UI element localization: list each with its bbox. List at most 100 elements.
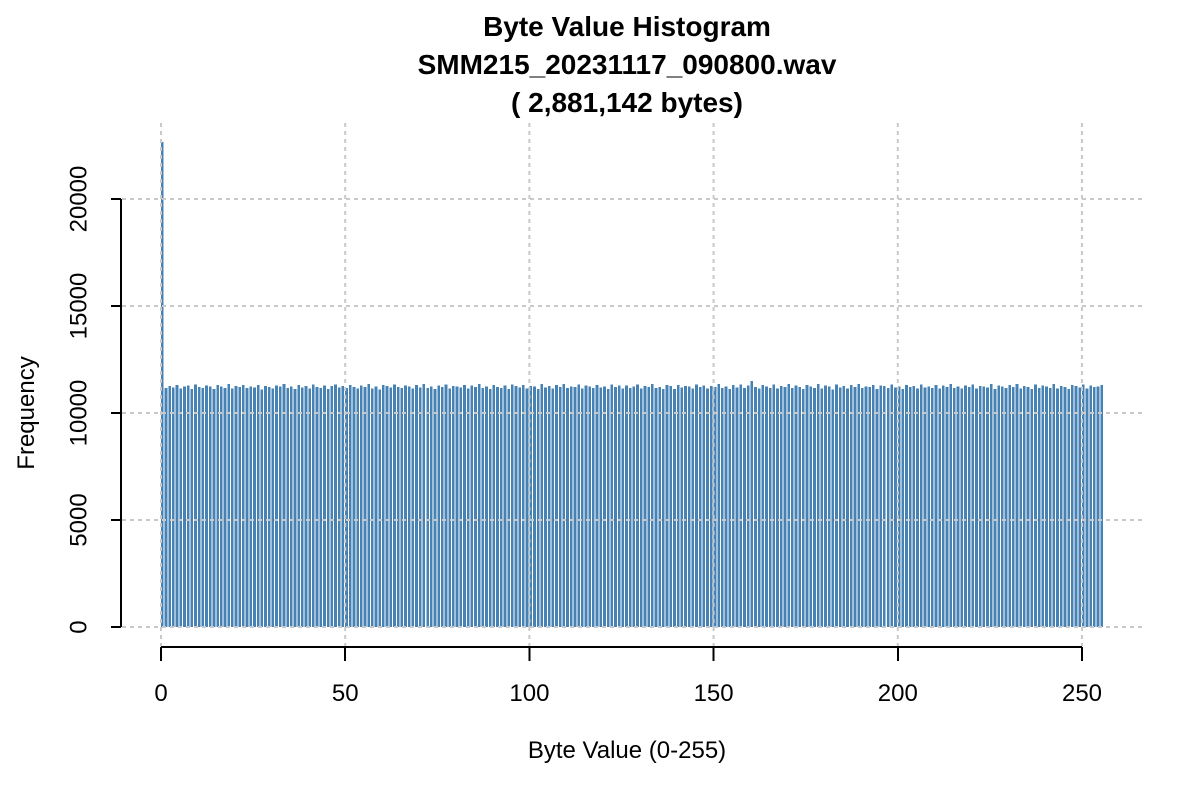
chart-title: Byte Value Histogram SMM215_20231117_090… bbox=[418, 8, 837, 122]
histogram-bar bbox=[208, 386, 212, 627]
histogram-bar bbox=[293, 388, 297, 627]
histogram-bar bbox=[282, 384, 286, 627]
histogram-bar bbox=[813, 387, 816, 627]
histogram-bar bbox=[971, 384, 975, 627]
histogram-bar bbox=[706, 388, 709, 627]
histogram-bar bbox=[816, 384, 820, 627]
histogram-bar bbox=[1000, 386, 1004, 627]
histogram-bar bbox=[448, 388, 452, 627]
histogram-bar bbox=[982, 386, 986, 627]
histogram-bar bbox=[463, 384, 466, 627]
histogram-bar bbox=[426, 387, 429, 627]
histogram-bar bbox=[393, 384, 396, 627]
histogram-bar bbox=[934, 384, 938, 627]
histogram-bar bbox=[1063, 386, 1067, 627]
histogram-bar bbox=[964, 385, 967, 627]
histogram-bar bbox=[717, 384, 720, 627]
histogram-bar bbox=[566, 388, 569, 627]
histogram-bar bbox=[875, 388, 879, 627]
histogram-bar bbox=[551, 388, 555, 627]
histogram-bar bbox=[223, 387, 227, 627]
histogram-bar bbox=[665, 385, 669, 627]
histogram-bar bbox=[890, 384, 894, 627]
histogram-bar bbox=[308, 388, 312, 627]
histogram-bar bbox=[304, 386, 308, 627]
histogram-bar bbox=[323, 385, 326, 627]
histogram-bar bbox=[256, 384, 260, 627]
histogram-bar bbox=[724, 386, 728, 627]
histogram-bar bbox=[216, 384, 219, 627]
axes bbox=[111, 198, 1083, 661]
histogram-bar bbox=[1015, 384, 1019, 627]
histogram-bar bbox=[894, 387, 897, 627]
histogram-bar bbox=[743, 388, 746, 627]
histogram-bar bbox=[1048, 387, 1052, 627]
histogram-bar bbox=[975, 388, 978, 627]
histogram-bar bbox=[452, 385, 455, 627]
histogram-bar bbox=[754, 387, 757, 627]
histogram-bar bbox=[352, 386, 356, 627]
histogram-bar bbox=[610, 384, 614, 627]
gridlines bbox=[122, 123, 1142, 646]
histogram-bar bbox=[603, 386, 606, 627]
histogram-bar bbox=[485, 386, 488, 627]
histogram-bar bbox=[632, 386, 636, 627]
histogram-bar bbox=[831, 389, 835, 627]
histogram-bar bbox=[864, 386, 868, 627]
x-tick-label: 0 bbox=[154, 680, 167, 707]
y-tick-label: 15000 bbox=[65, 273, 92, 340]
histogram-bar bbox=[956, 386, 960, 627]
histogram-bar bbox=[418, 387, 422, 627]
histogram-bar bbox=[1070, 385, 1074, 627]
histogram-bar bbox=[1052, 384, 1056, 627]
histogram-bar bbox=[802, 389, 805, 627]
histogram-bar bbox=[872, 384, 875, 627]
histogram-bar bbox=[492, 385, 496, 627]
histogram-bar bbox=[245, 388, 249, 627]
histogram-bar bbox=[989, 384, 993, 627]
histogram-bar bbox=[883, 386, 886, 627]
histogram-bar bbox=[798, 387, 802, 627]
histogram-bar bbox=[286, 387, 289, 627]
histogram-bar bbox=[853, 387, 857, 627]
histogram-bar bbox=[1030, 388, 1034, 627]
histogram-bar bbox=[164, 387, 168, 627]
histogram-bar bbox=[334, 384, 337, 627]
histogram-bar bbox=[459, 387, 463, 627]
histogram-bar bbox=[227, 384, 230, 627]
histogram-bar bbox=[617, 385, 621, 627]
histogram-bar bbox=[919, 384, 923, 627]
histogram-bar bbox=[444, 384, 448, 627]
histogram-bar bbox=[588, 386, 592, 627]
histogram-bar bbox=[437, 385, 440, 627]
histogram-bar bbox=[599, 387, 603, 627]
histogram-bar bbox=[761, 384, 765, 627]
histogram-bar bbox=[455, 386, 459, 627]
x-axis-title: Byte Value (0-255) bbox=[527, 737, 727, 764]
histogram-bar bbox=[643, 385, 647, 627]
histogram-bar bbox=[470, 385, 474, 627]
histogram-bar bbox=[242, 385, 245, 627]
histogram-bar bbox=[407, 386, 411, 627]
histogram-bar bbox=[790, 388, 794, 627]
histogram-bar bbox=[1059, 385, 1063, 627]
chart-title-line1: Byte Value Histogram bbox=[483, 11, 771, 42]
histogram-bar bbox=[805, 384, 809, 627]
histogram-bar bbox=[186, 385, 190, 627]
histogram-bar bbox=[1074, 386, 1078, 627]
histogram-bar bbox=[429, 386, 433, 627]
y-tick-label: 20000 bbox=[65, 166, 92, 233]
histogram-bar bbox=[673, 389, 676, 627]
histogram-bar bbox=[1100, 384, 1104, 627]
histogram-bar bbox=[168, 385, 172, 627]
histogram-bar bbox=[374, 386, 378, 627]
histogram-bar bbox=[326, 388, 330, 627]
histogram-bar bbox=[739, 384, 743, 627]
histogram-bar bbox=[684, 385, 687, 627]
histogram-bar bbox=[363, 387, 367, 627]
histogram-bar bbox=[868, 387, 872, 627]
histogram-bar bbox=[625, 385, 628, 627]
histogram-bar bbox=[205, 385, 208, 627]
chart-title-line2: SMM215_20231117_090800.wav bbox=[417, 49, 837, 80]
histogram-bar bbox=[544, 387, 547, 627]
